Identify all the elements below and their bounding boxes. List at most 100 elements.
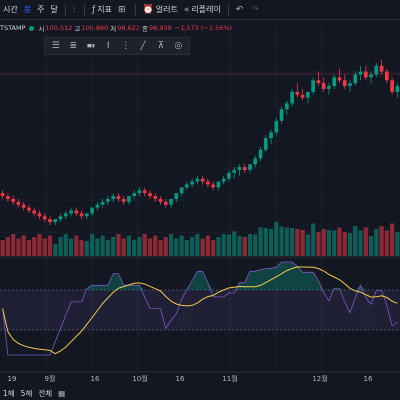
volume-bar: [305, 234, 310, 256]
settings-icon[interactable]: ☰: [51, 41, 60, 51]
volume-bar: [84, 241, 89, 256]
candle-body: [148, 193, 152, 197]
undo-icon: ↶: [235, 4, 244, 15]
tb-week[interactable]: 주: [37, 5, 45, 14]
candle-body: [11, 198, 15, 202]
candle-body: [369, 74, 373, 78]
candle-body: [90, 207, 94, 214]
rsi-overbought-fill: [2, 262, 398, 290]
volume-bar: [279, 226, 284, 256]
low-label: 저: [110, 25, 117, 33]
volume-bar: [395, 232, 400, 256]
range-all-button[interactable]: 전체: [38, 388, 53, 398]
volume-bar: [290, 228, 295, 256]
volume-bar: [374, 229, 379, 256]
close-label: 종: [142, 25, 149, 33]
drawing-toolbar: ☰ ≣ ▬ I ⋮ ╱ ⊼ ◎: [44, 37, 190, 55]
candle-body: [37, 213, 42, 217]
volume-bar: [68, 238, 74, 256]
candle-body: [53, 219, 58, 223]
layout-button[interactable]: ⊞: [115, 0, 131, 20]
volume-bar: [247, 234, 253, 256]
time-tick-label: 16: [364, 375, 373, 383]
volume-bar: [263, 228, 268, 256]
volume-bar: [158, 240, 163, 256]
rsi-ma-line: [2, 266, 398, 355]
brush-icon[interactable]: ⊼: [157, 41, 165, 51]
target-icon[interactable]: ◎: [174, 41, 183, 51]
candle-body: [174, 193, 179, 199]
rsi-band: [0, 290, 400, 330]
candle-body: [227, 172, 231, 179]
indicator-label: 지표: [97, 5, 113, 14]
candle-body: [153, 196, 158, 199]
volume-bar: [90, 234, 95, 256]
tb-time[interactable]: 시간: [3, 5, 18, 14]
undo-button[interactable]: ↶: [233, 0, 249, 20]
volume-bar: [321, 229, 326, 256]
candle-body: [95, 204, 100, 208]
volume-bar: [21, 235, 26, 256]
candle-body: [116, 196, 121, 199]
range-5d-button[interactable]: 5해: [20, 388, 33, 398]
volume-bar: [16, 238, 21, 256]
measure-icon[interactable]: I: [106, 41, 110, 51]
trend-line-icon[interactable]: ╱: [140, 41, 146, 51]
volume-bar: [153, 235, 158, 256]
candle-body: [348, 83, 352, 87]
volume-bar: [168, 234, 174, 256]
volume-bar: [132, 240, 137, 256]
volume-bar: [126, 235, 132, 256]
volume-bar: [332, 230, 337, 256]
candle-body: [300, 94, 305, 98]
candle-body: [121, 198, 126, 202]
candle-body: [279, 109, 284, 121]
change-value: −1,573 (−1.56%): [174, 24, 233, 32]
volume-bar: [253, 234, 258, 256]
redo-button[interactable]: ↷: [248, 0, 264, 20]
candle-body: [379, 65, 384, 72]
text-align-icon[interactable]: ≣: [69, 41, 78, 51]
calendar-icon[interactable]: ▦: [58, 388, 66, 398]
volume-bar: [26, 240, 32, 256]
pattern-icon[interactable]: ▬: [86, 41, 95, 51]
candle-body: [79, 213, 84, 217]
candle-body: [327, 86, 331, 89]
volume-bar: [284, 227, 289, 256]
volume-bar: [300, 230, 305, 256]
indicator-button[interactable]: ƒ 지표: [89, 0, 115, 20]
tb-bar[interactable]: 봉: [23, 5, 32, 14]
volume-bar: [163, 237, 168, 256]
chart-canvas[interactable]: 19 9월 16 10월 16 11월 12월 16: [0, 0, 400, 386]
volume-bar: [11, 234, 16, 256]
volume-bar: [137, 237, 142, 256]
high-value: 100,860: [81, 24, 109, 32]
rsi-line: [2, 261, 398, 356]
volume-bar: [200, 238, 205, 256]
candle-body: [232, 170, 237, 173]
time-tick-label: 10월: [132, 374, 147, 383]
position-icon[interactable]: ⋮: [121, 41, 131, 51]
volume-bar: [190, 237, 195, 256]
candle-body: [111, 196, 115, 199]
volume-bar: [5, 237, 10, 256]
range-1d-button[interactable]: 1해: [3, 388, 15, 398]
volume-bar: [358, 230, 363, 256]
symbol-name[interactable]: TSTAMP: [0, 24, 26, 32]
candle-body: [237, 167, 242, 170]
top-toolbar: 시간 봉 주 달 ⫶ ƒ 지표 ⊞ ⏰ 얼러트 «리플레이 ↶ ↷: [0, 0, 400, 20]
replay-button[interactable]: «리플레이: [181, 0, 224, 20]
candle-body: [179, 187, 184, 194]
alert-button[interactable]: ⏰ 얼러트: [140, 0, 181, 20]
grid-icon: ⊞: [118, 4, 126, 15]
candle-body: [85, 213, 89, 217]
candle-body: [69, 210, 73, 214]
tb-month[interactable]: 달: [50, 5, 58, 14]
candle-type-button[interactable]: ⫶: [70, 0, 80, 20]
volume-bar: [347, 233, 353, 256]
bottom-bar: 1해 5해 전체 ▦: [0, 386, 400, 400]
volume-bar: [142, 234, 147, 256]
candle-body: [395, 86, 400, 92]
candle-body: [258, 149, 263, 159]
replay-label: 리플레이: [191, 5, 221, 14]
